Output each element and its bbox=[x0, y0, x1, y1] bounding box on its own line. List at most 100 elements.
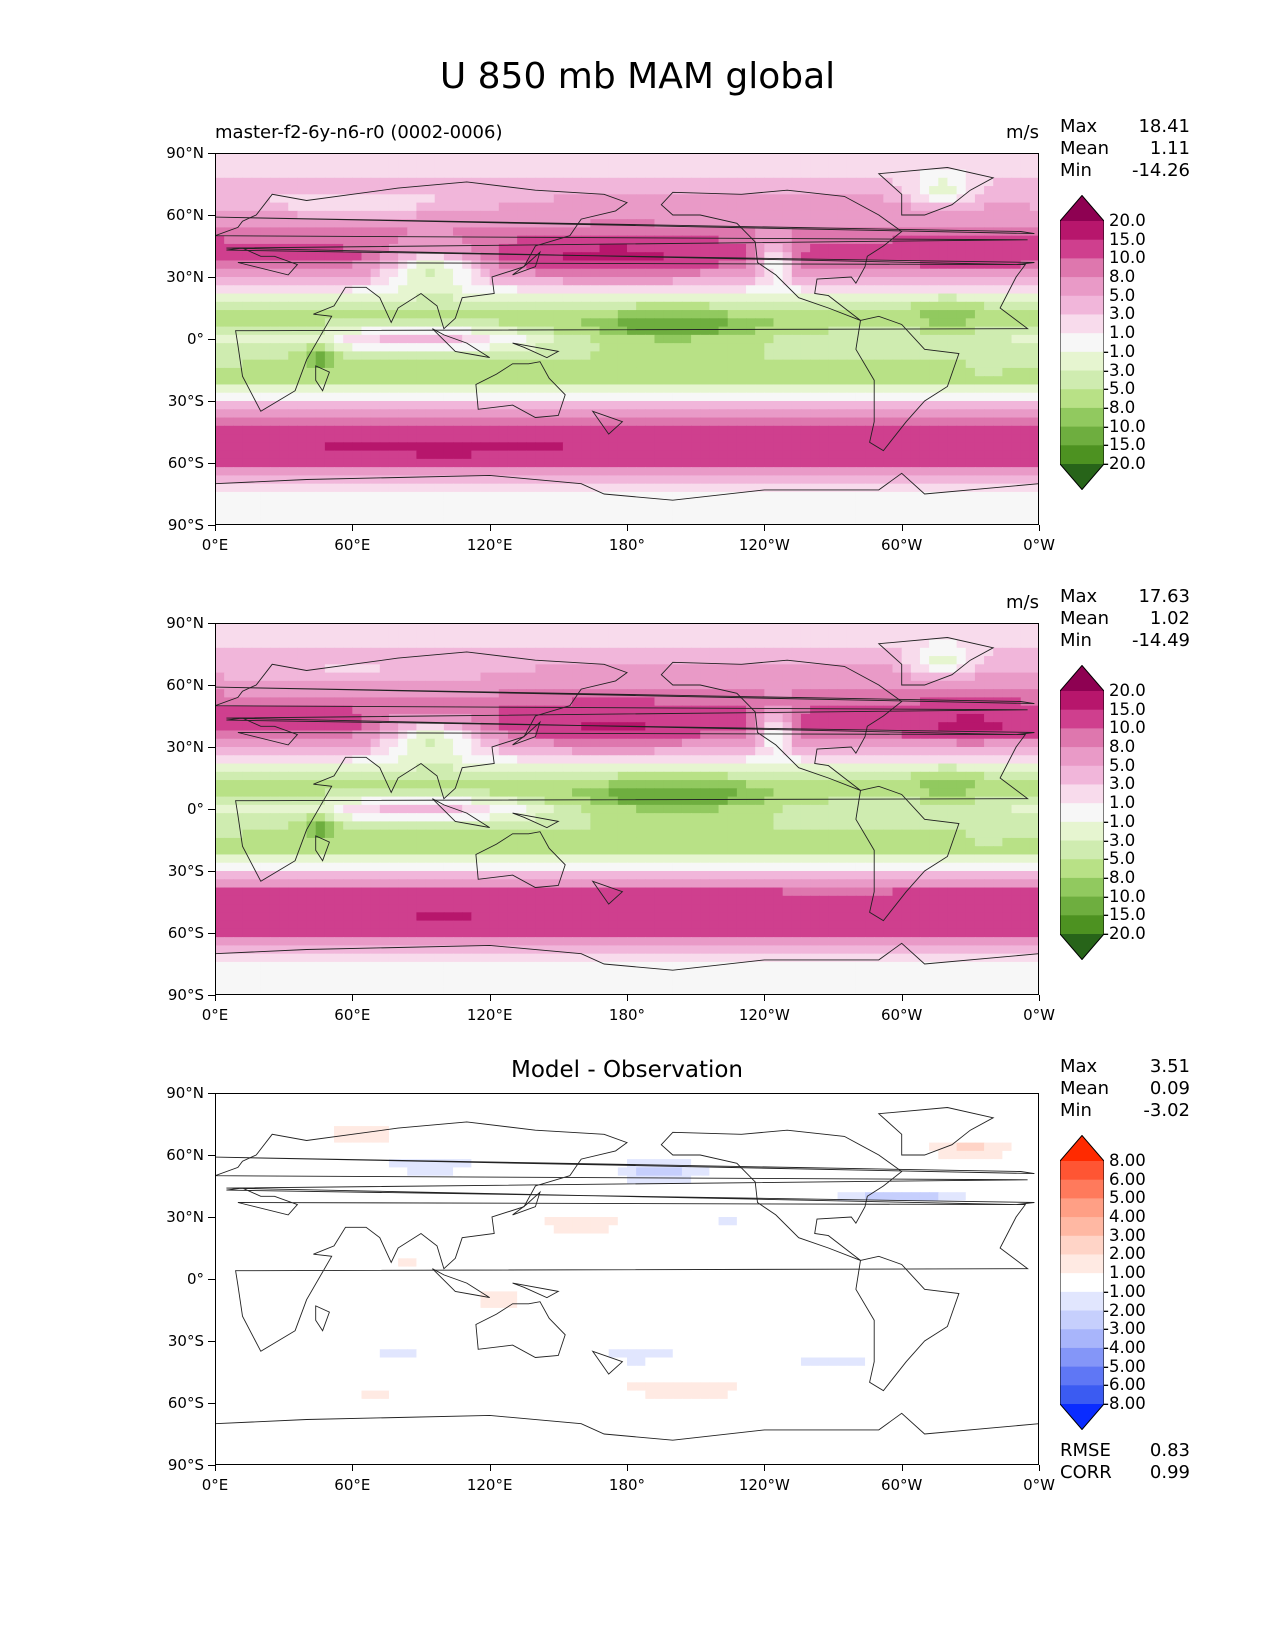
field-cell bbox=[260, 475, 271, 485]
field-cell bbox=[251, 318, 262, 328]
field-cell bbox=[929, 434, 939, 443]
field-cell bbox=[663, 401, 674, 410]
field-cell bbox=[855, 210, 866, 220]
field-cell bbox=[224, 202, 234, 212]
field-cell bbox=[617, 647, 628, 657]
field-cell bbox=[956, 310, 967, 319]
field-cell bbox=[1029, 219, 1039, 228]
field-cell bbox=[453, 631, 463, 641]
field-cell bbox=[654, 186, 665, 195]
field-cell bbox=[297, 392, 308, 402]
field-cell bbox=[965, 169, 976, 179]
field-cell bbox=[407, 343, 418, 352]
field-cell bbox=[938, 367, 949, 377]
field-cell bbox=[681, 376, 692, 386]
y-tick-label: 90°N bbox=[166, 144, 204, 162]
field-cell bbox=[517, 194, 527, 204]
field-cell bbox=[370, 401, 381, 410]
field-cell bbox=[846, 318, 857, 328]
field-cell bbox=[251, 310, 262, 319]
field-cell bbox=[1020, 359, 1031, 369]
field-cell bbox=[361, 458, 372, 468]
field-cell bbox=[727, 202, 738, 212]
field-cell bbox=[672, 177, 683, 187]
field-cell bbox=[700, 334, 710, 344]
field-cell bbox=[1002, 384, 1013, 394]
field-cell bbox=[645, 219, 656, 228]
field-cell bbox=[425, 194, 436, 204]
field-cell bbox=[883, 252, 894, 262]
field-cell bbox=[599, 623, 610, 632]
field-cell bbox=[956, 442, 967, 452]
field-cell bbox=[800, 664, 811, 674]
field-cell bbox=[572, 227, 582, 237]
field-cell bbox=[782, 235, 793, 245]
field-cell bbox=[361, 425, 372, 435]
field-cell bbox=[434, 384, 445, 394]
field-cell bbox=[901, 401, 912, 410]
colorbar-bin bbox=[1060, 333, 1104, 353]
field-cell bbox=[581, 202, 591, 212]
field-cell bbox=[974, 334, 985, 344]
field-cell bbox=[782, 664, 793, 674]
colorbar-bin bbox=[1060, 258, 1104, 278]
field-cell bbox=[800, 318, 811, 328]
field-cell bbox=[910, 310, 921, 319]
field-cell bbox=[590, 318, 601, 328]
field-cell bbox=[746, 434, 756, 443]
field-cell bbox=[443, 301, 454, 311]
field-cell bbox=[791, 508, 802, 518]
field-cell bbox=[526, 153, 537, 162]
field-cell bbox=[700, 359, 710, 369]
field-cell bbox=[938, 425, 949, 435]
field-cell bbox=[407, 318, 418, 328]
field-cell bbox=[398, 664, 408, 674]
field-cell bbox=[599, 177, 610, 187]
field-cell bbox=[727, 367, 738, 377]
field-cell bbox=[663, 664, 674, 674]
field-cell bbox=[828, 301, 839, 311]
field-cell bbox=[507, 186, 518, 195]
field-cell bbox=[782, 293, 793, 303]
field-cell bbox=[334, 417, 344, 427]
field-cell bbox=[782, 169, 793, 179]
field-cell bbox=[233, 672, 244, 682]
field-cell bbox=[443, 500, 454, 510]
field-cell bbox=[224, 194, 234, 204]
stat-mean: 1.11 bbox=[1149, 138, 1190, 159]
field-cell bbox=[956, 401, 967, 410]
field-cell bbox=[855, 623, 866, 632]
y-tick bbox=[208, 339, 215, 340]
field-cell bbox=[306, 301, 317, 311]
field-cell bbox=[883, 458, 894, 468]
field-cell bbox=[672, 202, 683, 212]
field-cell bbox=[471, 277, 482, 286]
field-cell bbox=[1011, 326, 1022, 336]
field-cell bbox=[279, 301, 289, 311]
field-cell bbox=[1029, 376, 1039, 386]
field-cell bbox=[819, 252, 830, 262]
field-cell bbox=[700, 376, 710, 386]
field-cell bbox=[855, 318, 866, 328]
field-cell bbox=[746, 310, 756, 319]
field-cell bbox=[242, 639, 253, 649]
field-cell bbox=[507, 243, 518, 253]
field-cell bbox=[535, 285, 546, 295]
field-cell bbox=[242, 656, 253, 665]
field-cell bbox=[755, 516, 765, 525]
field-cell bbox=[480, 680, 491, 690]
field-cell bbox=[462, 639, 472, 649]
field-cell bbox=[919, 310, 930, 319]
field-cell bbox=[1011, 467, 1022, 476]
field-cell bbox=[215, 376, 225, 386]
field-cell bbox=[627, 202, 637, 212]
field-cell bbox=[700, 268, 710, 278]
field-cell bbox=[480, 392, 491, 402]
field-cell bbox=[343, 243, 353, 253]
field-cell bbox=[544, 467, 555, 476]
field-cell bbox=[434, 252, 445, 262]
field-cell bbox=[590, 483, 601, 493]
field-cell bbox=[306, 293, 317, 303]
field-cell bbox=[443, 202, 454, 212]
field-cell bbox=[691, 631, 701, 641]
